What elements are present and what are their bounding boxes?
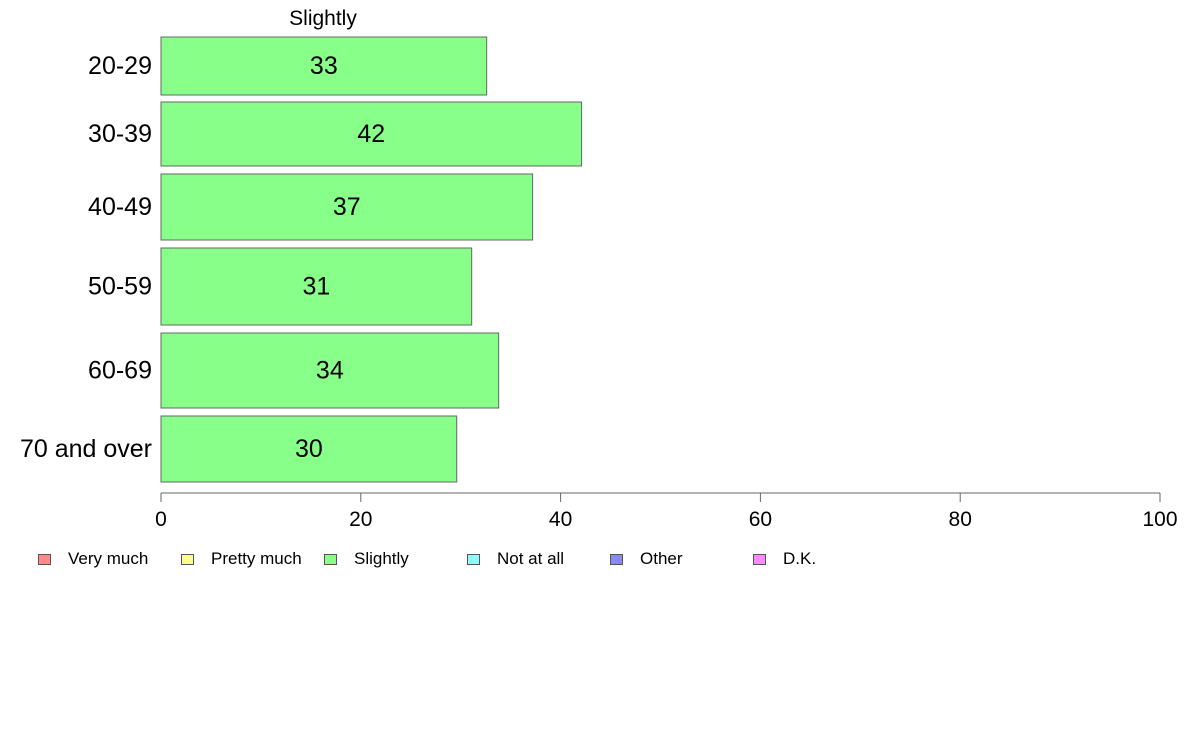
legend-label: Slightly <box>354 549 409 568</box>
legend-swatch <box>467 553 480 565</box>
bar-group: 60-69 34 <box>88 332 500 409</box>
bar-value-label: 37 <box>333 193 361 221</box>
bar <box>160 247 473 326</box>
legend-item: Not at all <box>467 548 564 570</box>
category-label: 50-59 <box>88 273 152 301</box>
legend-item: Slightly <box>324 548 409 570</box>
legend-swatch <box>753 553 766 565</box>
legend-item: Very much <box>38 548 148 570</box>
legend-label: Not at all <box>497 549 565 568</box>
x-tick-label: 60 <box>749 508 772 531</box>
bar <box>160 173 534 241</box>
x-tick-label: 80 <box>949 508 972 531</box>
legend-label: D.K. <box>783 549 817 568</box>
category-label: 70 and over <box>20 435 152 463</box>
bar <box>160 415 458 483</box>
legend-item: Other <box>610 548 683 570</box>
legend-label: Other <box>640 549 683 568</box>
category-label: 40-49 <box>88 193 152 221</box>
bar-value-label: 34 <box>316 357 344 385</box>
bars-group: 20-29 33 30-39 42 40-49 37 50-59 31 60-69 34 70 an… <box>20 36 583 483</box>
bar-group: 50-59 31 <box>88 247 473 326</box>
legend-item: D.K. <box>753 548 816 570</box>
legend-label: Pretty much <box>211 549 302 568</box>
category-label: 20-29 <box>88 52 152 80</box>
x-tick-label: 0 <box>155 508 167 531</box>
legend-item: Pretty much <box>181 548 302 570</box>
bar-value-label: 42 <box>357 120 385 148</box>
bar-group: 70 and over 30 <box>20 415 458 483</box>
x-tick-label: 40 <box>549 508 572 531</box>
legend-swatch <box>610 553 623 565</box>
bar-group: 30-39 42 <box>88 101 583 167</box>
legend-label: Very much <box>68 549 149 568</box>
category-label: 30-39 <box>88 120 152 148</box>
legend-swatch <box>324 553 337 565</box>
legend-swatch <box>181 553 194 565</box>
bar-value-label: 31 <box>302 273 330 301</box>
bar-group: 40-49 37 <box>88 173 534 241</box>
bar-group: 20-29 33 <box>88 36 488 96</box>
bar <box>160 101 583 167</box>
category-label: 60-69 <box>88 357 152 385</box>
x-tick-label: 20 <box>349 508 372 531</box>
bar-value-label: 30 <box>295 435 323 463</box>
bar <box>160 36 488 96</box>
legend-swatch <box>38 553 51 565</box>
chart-title: Slightly <box>289 7 357 30</box>
bar-value-label: 33 <box>310 52 338 80</box>
x-axis: 0 20 40 60 80 100 <box>155 492 1178 531</box>
x-tick-label: 100 <box>1142 508 1177 531</box>
legend: Very much Pretty much Slightly Not at all Ot… <box>38 548 938 572</box>
bar <box>160 332 500 409</box>
